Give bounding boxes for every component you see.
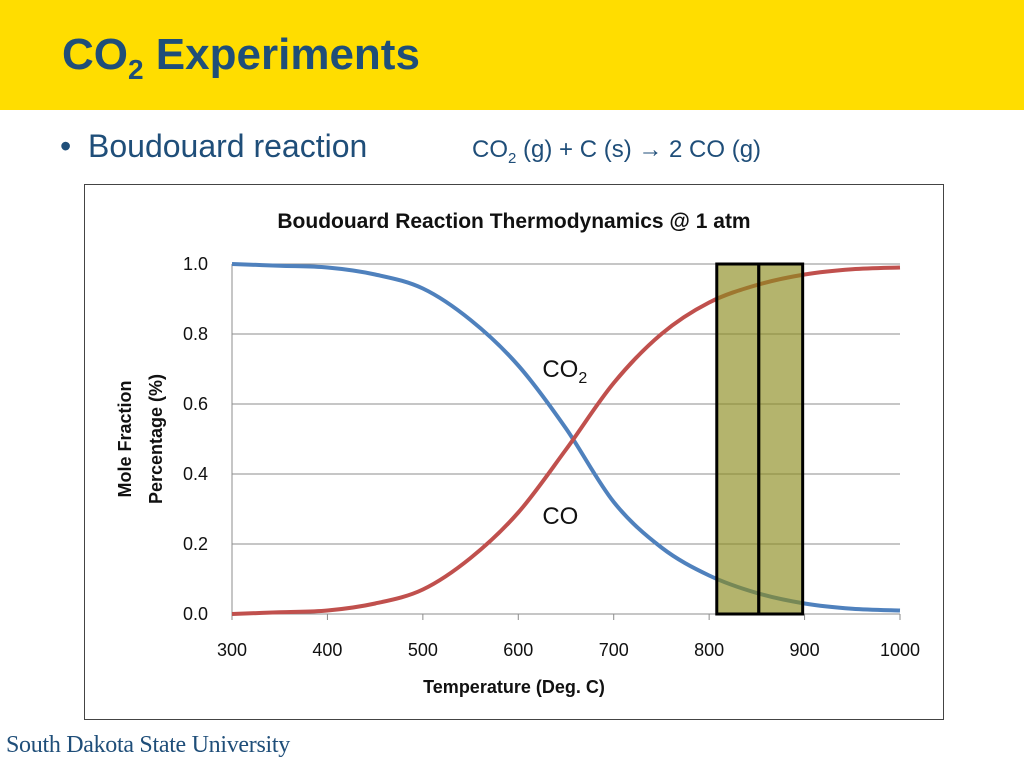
title-rest: Experiments [143,30,420,79]
y-tick-label: 0.0 [183,604,208,624]
title-text: CO [62,30,128,79]
highlight-band-2 [757,262,805,616]
y-tick-label: 0.2 [183,534,208,554]
x-axis-label: Temperature (Deg. C) [423,677,605,697]
y-axis-label-line1: Mole Fraction [115,380,135,497]
title-banner [0,0,1024,110]
equation-part3: 2 CO (g) [662,136,762,163]
arrow-icon: → [638,136,663,163]
x-tick-label: 300 [217,640,247,660]
series-label-co2: CO2 [542,356,587,387]
equation-part2: (g) + C (s) [516,136,639,163]
chart-frame: Boudouard Reaction Thermodynamics @ 1 at… [84,184,944,720]
x-tick-label: 800 [694,640,724,660]
y-tick-label: 0.6 [183,394,208,414]
highlight-band-1 [715,262,761,616]
y-axis-label-line2: Percentage (%) [146,374,166,504]
x-tick-label: 500 [408,640,438,660]
series-label-text: CO [542,356,578,383]
reaction-equation: CO2 (g) + C (s) → 2 CO (g) [472,136,761,167]
bullet-icon: • [60,128,72,164]
university-logo: South Dakota State University [6,732,290,758]
x-tick-label: 900 [790,640,820,660]
equation-subscript: 2 [508,149,517,167]
bullet-text: Boudouard reaction [88,128,368,164]
x-tick-label: 600 [503,640,533,660]
x-tick-label: 700 [599,640,629,660]
x-tick-label: 400 [312,640,342,660]
bullet-item: • Boudouard reaction [60,128,367,165]
title-subscript: 2 [128,53,144,85]
slide-title: CO2 Experiments [62,30,420,86]
y-tick-label: 0.4 [183,464,208,484]
series-label-co: CO [542,503,578,530]
equation-part1: CO [472,136,508,163]
chart: Boudouard Reaction Thermodynamics @ 1 at… [115,210,920,697]
y-tick-label: 0.8 [183,324,208,344]
series-label-subscript: 2 [578,370,587,387]
y-tick-label: 1.0 [183,254,208,274]
series-label-text: CO [542,503,578,530]
x-tick-label: 1000 [880,640,920,660]
chart-title: Boudouard Reaction Thermodynamics @ 1 at… [277,210,750,233]
